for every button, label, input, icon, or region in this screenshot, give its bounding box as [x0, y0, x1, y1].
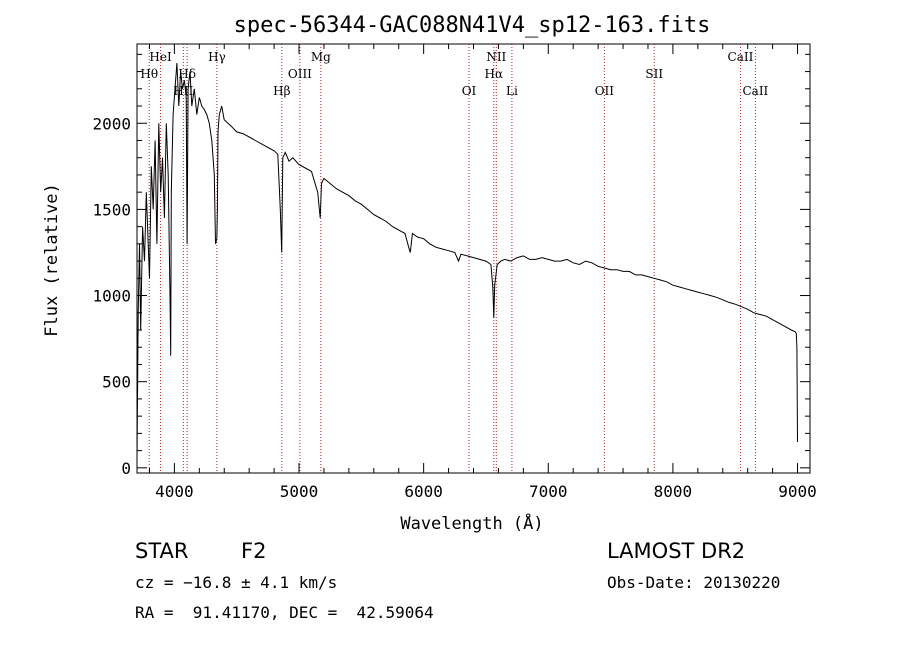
- line-label-6: OIII: [288, 67, 312, 81]
- line-label-10: Hα: [485, 67, 504, 81]
- line-label-11: Li: [506, 84, 518, 98]
- y-tick-label-500: 500: [102, 373, 131, 392]
- x-tick-label-6000: 6000: [404, 482, 443, 501]
- line-label-4: Hγ: [208, 50, 226, 64]
- line-label-12: OII: [595, 84, 615, 98]
- line-label-1: HeI: [149, 50, 172, 64]
- x-tick-label-5000: 5000: [280, 482, 319, 501]
- object-subclass: F2: [241, 539, 267, 563]
- axis-ticks: 4000 5000 6000 7000 8000 9000 0 500 1000 1500 2000: [92, 44, 817, 501]
- line-label-2: Hδ: [178, 67, 196, 81]
- y-tick-label-0: 0: [121, 459, 131, 478]
- object-class: STAR: [135, 539, 189, 563]
- y-tick-label-2000: 2000: [92, 114, 131, 133]
- x-tick-label-8000: 8000: [654, 482, 693, 501]
- survey-label: LAMOST DR2: [607, 539, 746, 563]
- line-label-0: Hθ: [140, 67, 158, 81]
- x-tick-label-4000: 4000: [155, 482, 194, 501]
- line-label-5: Hβ: [273, 84, 290, 98]
- y-axis-label: Flux (relative): [42, 183, 62, 337]
- spectrum-line: [136, 62, 798, 460]
- y-tick-label-1000: 1000: [92, 287, 131, 306]
- line-label-13: SII: [645, 67, 663, 81]
- line-label-9: NII: [486, 50, 506, 64]
- line-label-7: Mg: [311, 50, 331, 64]
- line-label-14: CaII: [728, 50, 754, 64]
- line-label-8: OI: [462, 84, 477, 98]
- y-tick-label-1500: 1500: [92, 200, 131, 219]
- x-axis-label: Wavelength (Å): [400, 512, 543, 534]
- redshift-text: cz = −16.8 ± 4.1 km/s: [135, 573, 338, 592]
- x-tick-label-7000: 7000: [529, 482, 568, 501]
- coordinates-text: RA = 91.41170, DEC = 42.59064: [135, 603, 434, 622]
- chart-title: spec-56344-GAC088N41V4_sp12-163.fits: [234, 13, 711, 38]
- x-tick-label-9000: 9000: [778, 482, 817, 501]
- obs-date-text: Obs-Date: 20130220: [607, 573, 781, 592]
- line-label-15: CaII: [742, 84, 768, 98]
- plot-frame: [136, 43, 811, 474]
